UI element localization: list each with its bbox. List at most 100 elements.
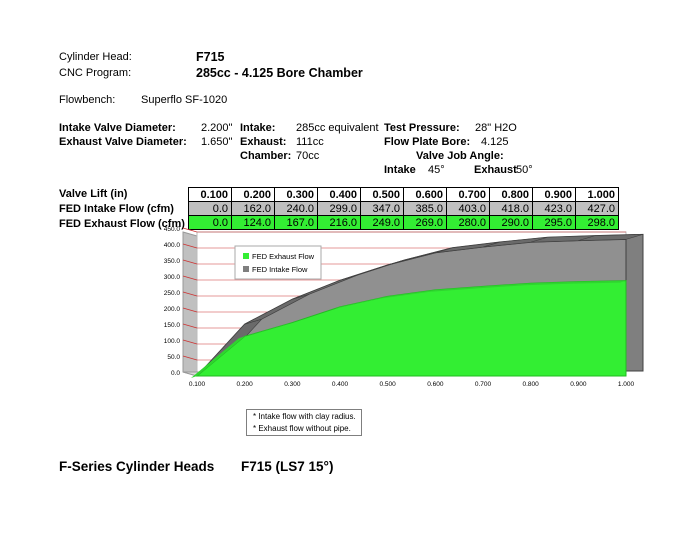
- exhaust-cell: 295.0: [532, 215, 576, 230]
- gridline-side: [182, 227, 198, 233]
- y-tick-label: 350.0: [164, 258, 181, 265]
- flow-plate-bore-value: 4.125: [481, 136, 509, 148]
- y-tick-label: 50.0: [167, 354, 180, 361]
- exhaust-cell: 269.0: [403, 215, 447, 230]
- exhaust-flow-row: 0.0 124.0 167.0 216.0 249.0 269.0 280.0 …: [188, 215, 619, 230]
- footer-series: F-Series Cylinder Heads: [59, 459, 215, 474]
- valve-lift-row-label: Valve Lift (in): [59, 188, 128, 200]
- test-pressure-label: Test Pressure:: [384, 122, 460, 134]
- footer-model: F715 (LS7 15°): [241, 459, 334, 474]
- y-tick-label: 250.0: [164, 290, 181, 297]
- y-tick-label: 150.0: [164, 322, 181, 329]
- intake-cell: 403.0: [446, 201, 490, 216]
- exhaust-cell: 298.0: [575, 215, 619, 230]
- exhaust-ridge-segment: [524, 281, 579, 286]
- exhaust-ridge-segment: [238, 322, 293, 339]
- gridline-side: [182, 259, 198, 265]
- gridline-side: [182, 307, 198, 313]
- gridline-side: [182, 291, 198, 297]
- exhaust-ridge-segment: [381, 289, 436, 299]
- test-pressure-value: 28" H2O: [475, 122, 517, 134]
- flowbench-value: Superflo SF-1020: [141, 94, 228, 106]
- valve-job-angle-label: Valve Job Angle:: [416, 150, 504, 162]
- intake-valve-diameter-label: Intake Valve Diameter:: [59, 122, 176, 134]
- gridline-side: [182, 355, 198, 361]
- intake-cell: 385.0: [403, 201, 447, 216]
- gridline-side: [182, 243, 198, 249]
- exhaust-cell: 249.0: [360, 215, 404, 230]
- lift-cell: 0.700: [446, 187, 490, 202]
- lift-cell: 0.200: [231, 187, 275, 202]
- exhaust-cell: 167.0: [274, 215, 318, 230]
- exhaust-ridge-segment: [286, 306, 340, 325]
- legend-swatch-intake: [243, 266, 249, 272]
- y-tick-label: 0.0: [171, 370, 180, 377]
- exhaust-valve-diameter-value: 1.650": [201, 136, 233, 148]
- x-tick-label: 0.600: [427, 381, 444, 388]
- intake-cell: 240.0: [274, 201, 318, 216]
- flowbench-label: Flowbench:: [59, 94, 116, 106]
- valve-job-exhaust-label: Exhaust: [474, 164, 517, 176]
- x-tick-label: 0.300: [284, 381, 301, 388]
- x-tick-label: 0.100: [189, 381, 206, 388]
- gridline-side: [182, 339, 198, 345]
- gridline-side: [182, 323, 198, 329]
- lift-cell: 0.100: [188, 187, 232, 202]
- y-tick-label: 300.0: [164, 274, 181, 281]
- x-tick-label: 0.400: [332, 381, 349, 388]
- exhaust-cell: 124.0: [231, 215, 275, 230]
- intake-cell: 162.0: [231, 201, 275, 216]
- lift-cell: 0.600: [403, 187, 447, 202]
- legend-label-intake: FED Intake Flow: [252, 265, 308, 274]
- y-tick-label: 450.0: [164, 226, 181, 233]
- exhaust-volume-label: Exhaust:: [240, 136, 287, 148]
- y-tick-label: 400.0: [164, 242, 181, 249]
- lift-cell: 1.000: [575, 187, 619, 202]
- chamber-label: Chamber:: [240, 150, 292, 162]
- x-tick-label: 0.900: [570, 381, 587, 388]
- exhaust-cell: 290.0: [489, 215, 533, 230]
- x-tick-label: 0.800: [523, 381, 540, 388]
- intake-cell: 427.0: [575, 201, 619, 216]
- gridline-side: [182, 275, 198, 281]
- cylinder-head-label: Cylinder Head:: [59, 51, 132, 63]
- exhaust-ridge-segment: [572, 280, 626, 284]
- x-tick-label: 0.500: [380, 381, 397, 388]
- exhaust-ridge-segment: [429, 286, 483, 292]
- lift-cell: 0.900: [532, 187, 576, 202]
- chamber-value: 70cc: [296, 150, 320, 162]
- valve-job-intake-value: 45°: [428, 164, 445, 176]
- exhaust-valve-diameter-label: Exhaust Valve Diameter:: [59, 136, 187, 148]
- intake-cell: 418.0: [489, 201, 533, 216]
- note-exhaust: * Exhaust flow without pipe.: [253, 424, 351, 433]
- y-tick-label: 100.0: [164, 338, 181, 345]
- lift-cell: 0.300: [274, 187, 318, 202]
- exhaust-ridge-segment: [334, 296, 388, 309]
- exhaust-volume-value: 111cc: [296, 136, 324, 148]
- exhaust-flow-row-label: FED Exhaust Flow (cfm): [59, 218, 185, 230]
- legend-label-exhaust: FED Exhaust Flow: [252, 252, 315, 261]
- x-tick-label: 0.700: [475, 381, 492, 388]
- cylinder-head-value: F715: [196, 50, 225, 64]
- exhaust-cell: 216.0: [317, 215, 361, 230]
- intake-volume-label: Intake:: [240, 122, 276, 134]
- x-tick-label: 1.000: [618, 381, 635, 388]
- cnc-program-label: CNC Program:: [59, 67, 132, 79]
- notes-box: * Intake flow with clay radius. * Exhaus…: [246, 409, 362, 436]
- flow-table: 0.100 0.200 0.300 0.400 0.500 0.600 0.70…: [188, 187, 619, 230]
- chart-side-wall: [182, 231, 198, 377]
- exhaust-ridge-segment: [477, 283, 531, 289]
- valve-job-exhaust-value: 50°: [516, 164, 533, 176]
- intake-flow-row-label: FED Intake Flow (cfm): [59, 203, 174, 215]
- legend-box: [234, 245, 322, 280]
- exhaust-ridge-segment: [191, 336, 245, 378]
- x-tick-label: 0.200: [237, 381, 254, 388]
- flow-plate-bore-label: Flow Plate Bore:: [384, 136, 471, 148]
- valve-job-intake-label: Intake: [384, 164, 416, 176]
- intake-valve-diameter-value: 2.200": [201, 122, 233, 134]
- intake-ridge-segment: [578, 234, 644, 241]
- note-intake: * Intake flow with clay radius.: [253, 412, 356, 421]
- intake-volume-value: 285cc equivalent: [296, 122, 379, 134]
- cnc-program-value: 285cc - 4.125 Bore Chamber: [196, 66, 363, 80]
